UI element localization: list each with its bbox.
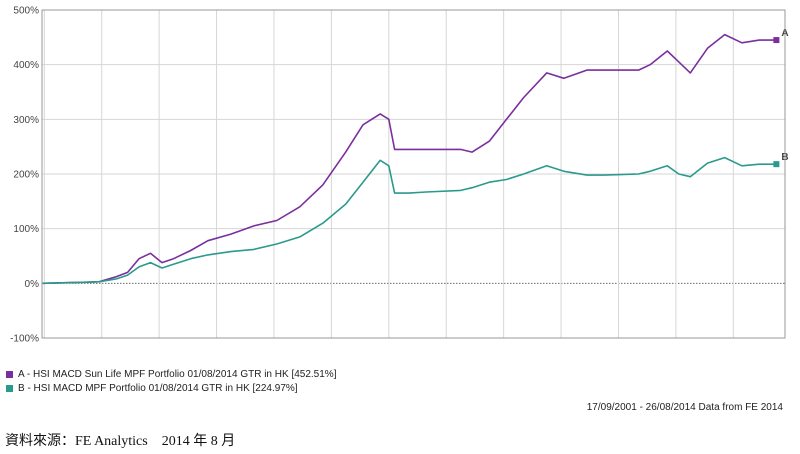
x-tick-label: Oct '06 <box>316 344 348 345</box>
series-line-b <box>41 156 777 285</box>
x-tick-label: Oct '04 <box>201 344 233 345</box>
x-tick-label: Oct '01 <box>29 344 61 345</box>
x-tick-label: Oct '08 <box>431 344 463 345</box>
legend: A - HSI MACD Sun Life MPF Portfolio 01/0… <box>6 367 336 395</box>
y-tick-label: 100% <box>13 224 39 235</box>
x-tick-label: Oct '12 <box>660 344 692 345</box>
x-tick-label: Oct '03 <box>143 344 175 345</box>
y-axis-tick-labels: 500% 400% 300% 200% 100% 0% -100% <box>10 6 39 345</box>
series-end-marker-a <box>773 37 780 44</box>
source-note: 資料來源：FE Analytics 2014 年 8 月 <box>5 434 236 449</box>
performance-chart: 500%400%300%200%100%0%-100% Oct '01Oct '… <box>10 6 789 346</box>
x-axis-tick-labels: Oct '01 Oct '02 Oct '03 Oct '04 Oct '05 Oct '… <box>29 344 750 345</box>
legend-label-a: A - HSI MACD Sun Life MPF Portfolio 01/0… <box>18 368 337 380</box>
legend-swatch-a <box>6 370 13 378</box>
x-tick-label: Oct '07 <box>373 344 405 345</box>
series-line-a <box>41 33 777 285</box>
x-tick-label: Oct '02 <box>86 344 118 345</box>
y-tick-label: 200% <box>13 170 39 181</box>
legend-label-b: B - HSI MACD MPF Portfolio 01/08/2014 GT… <box>18 382 298 394</box>
gridlines <box>42 9 785 339</box>
y-tick-label: 400% <box>13 60 39 71</box>
x-tick-label: Oct '11 <box>603 344 634 345</box>
y-tick-label: 0% <box>25 279 40 290</box>
legend-swatch-b <box>6 384 13 392</box>
plot-frame <box>41 9 786 339</box>
legend-item-b[interactable]: B - HSI MACD MPF Portfolio 01/08/2014 GT… <box>6 381 336 395</box>
y-tick-label: 300% <box>13 115 39 126</box>
y-tick-label: 500% <box>13 6 39 17</box>
x-tick-label: Oct '13 <box>718 344 750 345</box>
x-tick-label: Oct '05 <box>258 344 290 345</box>
plot-border <box>41 9 786 339</box>
series-end-marker-b <box>773 161 780 168</box>
series-lines: AB <box>41 28 789 285</box>
x-tick-label: Oct '09 <box>488 344 520 345</box>
legend-item-a[interactable]: A - HSI MACD Sun Life MPF Portfolio 01/0… <box>6 367 336 381</box>
x-tick-label: Oct '10 <box>545 344 577 345</box>
y-tick-label: -100% <box>10 334 39 345</box>
date-range-note: 17/09/2001 - 26/08/2014 Data from FE 201… <box>586 402 783 413</box>
